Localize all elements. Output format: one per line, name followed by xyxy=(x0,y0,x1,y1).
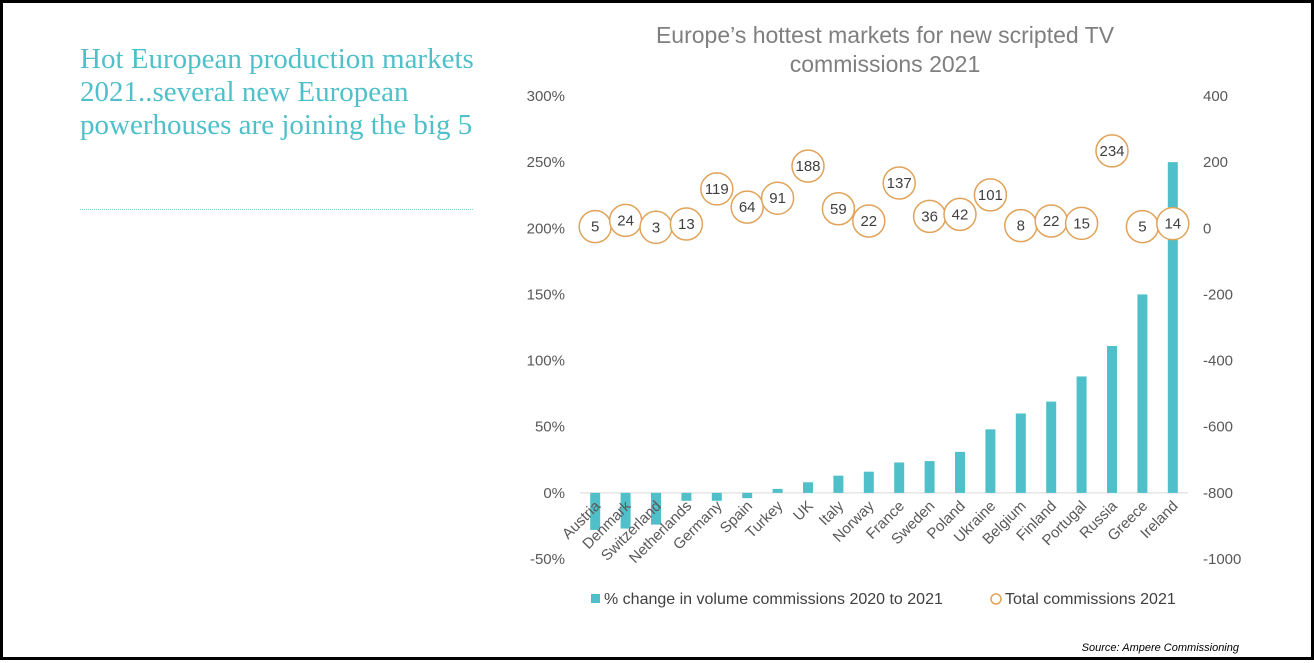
marker-label-spain: 64 xyxy=(739,199,756,216)
y-right-tick-label: -400 xyxy=(1203,353,1233,370)
bar-austria xyxy=(590,492,601,530)
bar-netherlands xyxy=(681,492,692,501)
marker-germany xyxy=(700,172,734,206)
axes: -50% 0% 50% 100% 150% 200% 250% 300% -1000 -800 -6… xyxy=(527,88,1242,568)
marker-spain xyxy=(730,190,764,224)
y-left-tick-label: 50% xyxy=(535,419,565,436)
marker-ireland xyxy=(1156,206,1190,241)
marker-label-ireland: 14 xyxy=(1164,216,1181,233)
category-labels: AustriaDenmarkSwitzerlandNetherlandsGerm… xyxy=(559,497,1182,567)
marker-label-greece: 5 xyxy=(1138,219,1146,236)
marker-label-austria: 5 xyxy=(591,219,599,236)
bar-greece xyxy=(1137,294,1148,493)
marker-label-belgium: 8 xyxy=(1017,218,1025,235)
y-right-tick-label: 0 xyxy=(1203,220,1211,237)
marker-france xyxy=(882,166,916,200)
y-left-tick-label: -50% xyxy=(530,551,565,568)
bar-belgium xyxy=(1015,413,1026,493)
marker-portugal xyxy=(1064,206,1099,241)
marker-series: 5 24 3 13 119 64 91 188 59 22 137 36 42 101 8 22 15 234 5 1… xyxy=(578,134,1190,245)
marker-russia xyxy=(1095,134,1129,168)
legend-bar-swatch xyxy=(591,594,600,603)
marker-label-norway: 22 xyxy=(860,213,877,230)
bar-russia xyxy=(1107,346,1117,493)
marker-poland xyxy=(943,197,977,232)
y-left-tick-label: 250% xyxy=(527,154,565,171)
combo-chart: Europe’s hottest markets for new scripte… xyxy=(527,22,1242,608)
y-right-tick-label: -1000 xyxy=(1203,551,1241,568)
bar-series xyxy=(590,162,1178,530)
bar-ireland xyxy=(1167,162,1178,493)
bar-switzerland xyxy=(651,492,661,525)
y-right-tick-label: -200 xyxy=(1203,286,1233,303)
bar-italy xyxy=(833,475,844,493)
marker-label-denmark: 24 xyxy=(617,212,634,229)
chart-title-line-1: Europe’s hottest markets for new scripte… xyxy=(656,22,1115,48)
marker-label-russia: 234 xyxy=(1099,143,1124,160)
source-note: Source: Ampere Commissioning xyxy=(1081,642,1239,654)
marker-label-italy: 59 xyxy=(830,201,847,218)
bar-ukraine xyxy=(985,429,996,493)
marker-uk xyxy=(791,149,825,183)
y-right-tick-label: -600 xyxy=(1203,419,1233,436)
bar-norway xyxy=(863,471,874,493)
marker-label-poland: 42 xyxy=(952,206,969,223)
y-right-tick-label: 400 xyxy=(1203,88,1228,105)
marker-label-ukraine: 101 xyxy=(978,187,1003,204)
bar-spain xyxy=(742,492,753,499)
x-tick-label-uk: UK xyxy=(790,498,817,525)
marker-ukraine xyxy=(973,178,1008,212)
marker-norway xyxy=(852,204,886,238)
chart-title-line-2: commissions 2021 xyxy=(790,51,980,77)
legend: % change in volume commissions 2020 to 2… xyxy=(591,591,1176,608)
legend-marker-swatch xyxy=(990,593,1002,605)
bar-denmark xyxy=(620,492,631,529)
marker-italy xyxy=(821,192,856,226)
bar-turkey xyxy=(772,488,783,493)
bar-germany xyxy=(711,492,722,501)
marker-turkey xyxy=(760,181,795,215)
y-right-tick-label: 200 xyxy=(1203,154,1228,171)
marker-label-turkey: 91 xyxy=(769,190,786,207)
bar-portugal xyxy=(1076,376,1087,493)
bar-france xyxy=(894,462,905,493)
y-left-tick-label: 0% xyxy=(543,485,565,502)
y-left-tick-label: 200% xyxy=(527,220,565,237)
marker-label-germany: 119 xyxy=(705,181,729,198)
bar-uk xyxy=(803,482,813,493)
marker-label-france: 137 xyxy=(887,175,912,192)
y-left-tick-label: 100% xyxy=(527,353,565,370)
marker-label-finland: 22 xyxy=(1043,213,1060,230)
bar-finland xyxy=(1046,401,1057,493)
y-right-tick-label: -800 xyxy=(1203,485,1233,502)
marker-label-sweden: 36 xyxy=(921,208,938,225)
marker-label-netherlands: 13 xyxy=(678,216,695,233)
y-left-tick-label: 150% xyxy=(527,286,565,303)
divider xyxy=(80,209,473,210)
bar-sweden xyxy=(924,461,935,493)
marker-label-uk: 188 xyxy=(795,158,820,175)
bar-poland xyxy=(955,451,965,493)
y-left-tick-label: 300% xyxy=(527,88,565,105)
headline: Hot European production markets 2021..se… xyxy=(80,43,474,141)
marker-netherlands xyxy=(669,207,704,241)
legend-bar-label: % change in volume commissions 2020 to 2… xyxy=(604,591,943,608)
marker-label-portugal: 15 xyxy=(1073,215,1090,232)
legend-marker-label: Total commissions 2021 xyxy=(1005,591,1176,608)
marker-label-switzerland: 3 xyxy=(652,219,660,236)
